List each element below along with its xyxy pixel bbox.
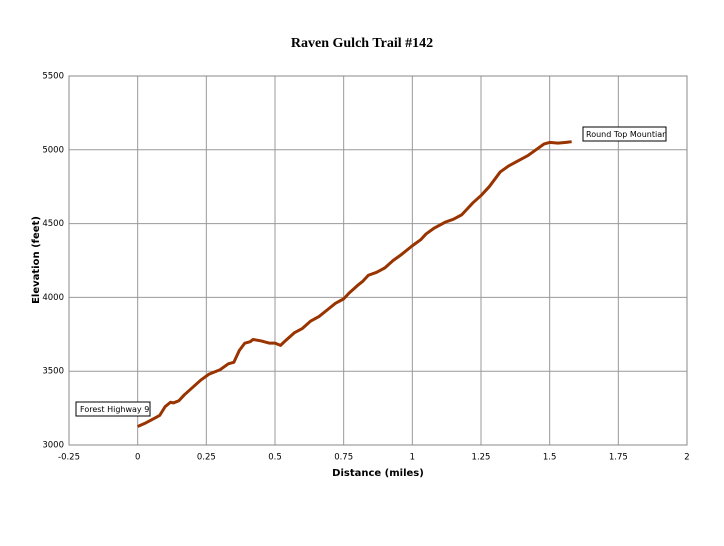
annotation-box [582, 126, 667, 142]
y-tick-label: 5500 [42, 72, 64, 82]
y-tick-label: 3500 [42, 367, 64, 377]
x-axis-title: Distance (miles) [332, 468, 424, 479]
plot-area: 3000 3500 4000 4500 5000 5500 -0.25 0 0.25 0.5 0.7… [42, 72, 689, 463]
y-tick-label: 4500 [42, 219, 64, 229]
plot-border [68, 75, 688, 446]
y-tick-label: 5000 [42, 145, 64, 155]
x-tick-label: 0.75 [334, 453, 353, 463]
x-tick-label: 1.25 [472, 453, 491, 463]
x-tick-label: 2 [684, 453, 689, 463]
y-axis-title: Elevation (feet) [31, 216, 42, 304]
line-series [137, 140, 572, 428]
x-tick-label: 0.25 [197, 453, 216, 463]
chart-title: Raven Gulch Trail #142 [291, 36, 433, 51]
x-tick-label: 0 [135, 453, 140, 463]
x-tick-label: 1.75 [609, 453, 628, 463]
annotation-box [75, 401, 151, 417]
x-tick-label: -0.25 [58, 453, 80, 463]
x-tick-label: 0.5 [268, 453, 282, 463]
x-tick-label: 1 [410, 453, 415, 463]
y-tick-label: 4000 [42, 293, 64, 303]
y-tick-label: 3000 [42, 441, 64, 451]
annotation: Forest Highway 9 [80, 405, 149, 414]
annotation: Round Top Mountian [586, 130, 667, 139]
x-tick-label: 1.5 [543, 453, 557, 463]
